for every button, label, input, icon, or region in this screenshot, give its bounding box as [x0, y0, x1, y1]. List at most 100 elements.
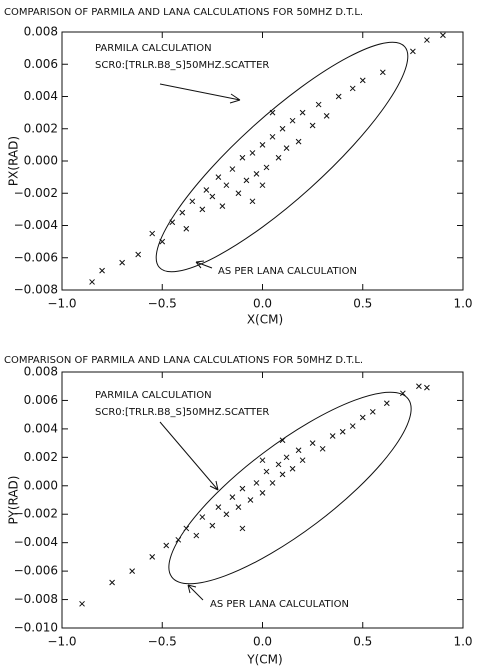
point [339, 428, 346, 435]
point [279, 471, 286, 478]
point [329, 433, 336, 439]
annotation: SCR0:[TRLR.B8_S]50MHZ.SCATTER [95, 60, 269, 71]
lana-ellipse [155, 41, 409, 273]
point [259, 182, 266, 189]
x-axis-label: Y(CM) [246, 653, 282, 667]
point [209, 193, 216, 200]
x-tick-label: −0.5 [148, 297, 177, 311]
annotation: AS PER LANA CALCULATION [218, 266, 357, 277]
point [283, 454, 290, 461]
y-tick-label: 0.004 [24, 89, 58, 103]
arrow [187, 584, 204, 601]
point [269, 133, 276, 140]
point [263, 468, 270, 475]
x-tick-label: −1.0 [47, 297, 76, 311]
arrow [195, 260, 213, 269]
point [253, 480, 260, 486]
x-axis-label: X(CM) [247, 313, 283, 327]
point [193, 532, 200, 539]
point [335, 93, 342, 100]
point [163, 542, 170, 549]
y-tick-label: −0.010 [14, 621, 58, 635]
point [319, 445, 326, 452]
point [323, 112, 330, 119]
point [183, 525, 190, 532]
point [79, 600, 85, 607]
point [249, 198, 256, 205]
point [239, 525, 246, 532]
point [243, 177, 250, 184]
point [259, 457, 266, 464]
y-tick-label: −0.006 [14, 250, 58, 264]
point [275, 461, 282, 468]
point [275, 154, 282, 161]
point [169, 219, 176, 226]
point [109, 579, 115, 586]
point [149, 554, 156, 560]
point [349, 85, 356, 92]
point [295, 447, 302, 454]
y-tick-label: 0.006 [24, 393, 58, 407]
annotation: PARMILA CALCULATION [95, 43, 212, 54]
x-tick-label: 0.5 [353, 297, 372, 311]
point [235, 190, 242, 197]
point [279, 125, 286, 132]
y-tick-label: 0.000 [24, 478, 58, 492]
point [440, 32, 446, 39]
point [259, 142, 266, 148]
point [289, 465, 296, 472]
chart-title: COMPARISON OF PARMILA AND LANA CALCULATI… [4, 355, 363, 366]
y-tick-label: 0.008 [24, 365, 58, 379]
point [410, 48, 416, 55]
y-tick-label: −0.004 [14, 535, 58, 549]
point [369, 408, 376, 415]
point [149, 230, 156, 237]
arrow [159, 421, 219, 491]
point [199, 514, 206, 520]
y-tick-label: 0.008 [24, 25, 58, 39]
point [416, 383, 422, 390]
point [229, 494, 236, 501]
y-tick-label: −0.008 [14, 592, 58, 606]
lana-ellipse [168, 391, 412, 585]
chart-title: COMPARISON OF PARMILA AND LANA CALCULATI… [4, 7, 363, 18]
x-tick-label: −0.5 [148, 635, 177, 649]
point [189, 198, 196, 205]
point [215, 504, 222, 510]
point [424, 384, 430, 391]
x-tick-label: 0.5 [353, 635, 372, 649]
point [359, 414, 366, 421]
point [229, 166, 236, 172]
point [263, 164, 270, 171]
x-tick-label: 0.0 [253, 297, 272, 311]
point [179, 209, 186, 216]
point [199, 206, 206, 213]
point [279, 437, 286, 444]
point [223, 511, 230, 518]
y-tick-label: −0.002 [14, 507, 58, 521]
point [99, 267, 105, 274]
y-tick-label: 0.002 [24, 450, 58, 464]
y-tick-label: 0.004 [24, 421, 58, 435]
point [299, 109, 306, 116]
point [183, 225, 190, 232]
y-axis-label: PY(RAD) [7, 476, 21, 525]
point [269, 480, 276, 486]
point [89, 279, 95, 285]
point [399, 390, 406, 397]
point [235, 504, 242, 510]
point [175, 536, 182, 543]
point [239, 485, 246, 492]
annotation: PARMILA CALCULATION [95, 390, 212, 401]
point [239, 154, 246, 161]
point [203, 187, 210, 193]
point [283, 145, 290, 151]
x-tick-label: 0.0 [253, 635, 272, 649]
point [309, 440, 316, 446]
y-tick-label: −0.004 [14, 218, 58, 232]
point [247, 497, 254, 503]
point [309, 122, 316, 129]
point [159, 238, 166, 245]
point [209, 522, 216, 529]
